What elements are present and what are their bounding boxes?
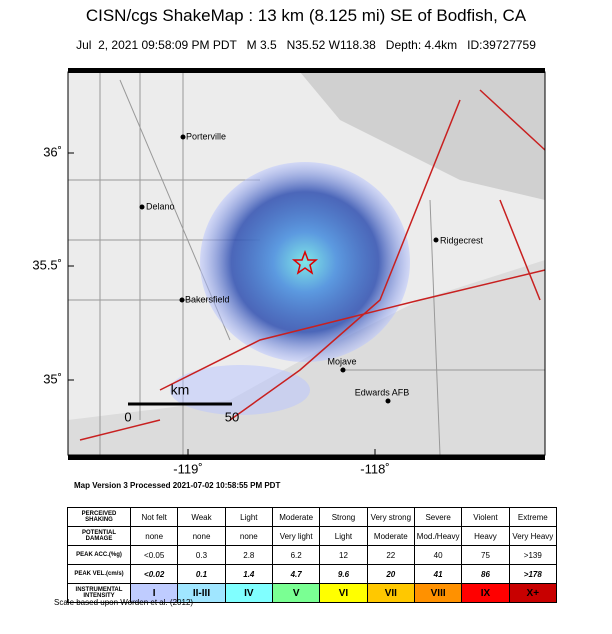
city-dot	[139, 204, 145, 210]
legend-cell: VIII	[413, 583, 463, 603]
row-header: PERCEIVED SHAKING	[67, 507, 131, 527]
legend-row: PERCEIVED SHAKING Not felt Weak Light Modera…	[67, 507, 558, 527]
legend-cell: none	[177, 526, 226, 546]
legend-cell: 0.1	[177, 564, 226, 584]
footnote: Scale based upon Worden et al. (2012)	[54, 598, 194, 607]
legend-cell: Extreme	[508, 507, 558, 527]
city-label: Ridgecrest	[440, 235, 484, 245]
map-frame	[68, 455, 545, 460]
legend-row: POTENTIAL DAMAGE none none none Very light Li…	[67, 526, 558, 546]
city-dot	[179, 297, 185, 303]
legend-cell: >178	[508, 564, 558, 584]
legend-cell: >139	[508, 545, 558, 565]
legend-cell: Moderate	[271, 507, 321, 527]
longitude-label: -118˚	[360, 461, 389, 476]
legend-cell: 40	[413, 545, 463, 565]
legend-cell: none	[129, 526, 179, 546]
legend-cell: VII	[366, 583, 415, 603]
row-header: PEAK ACC.(%g)	[67, 545, 131, 565]
legend-cell: Mod./Heavy	[413, 526, 463, 546]
epicenter	[291, 249, 319, 275]
processed-note: Map Version 3 Processed 2021-07-02 10:58…	[74, 481, 281, 490]
row-header: POTENTIAL DAMAGE	[67, 526, 131, 546]
city-label: Mojave	[327, 356, 356, 366]
city-label: Bakersfield	[185, 294, 230, 304]
scale-end: 50	[225, 409, 239, 424]
shaking-area	[170, 365, 310, 415]
terrain	[300, 72, 545, 200]
legend-cell: V	[271, 583, 321, 603]
legend-cell: <0.05	[129, 545, 179, 565]
row-header: INSTRUMENTAL INTENSITY	[67, 583, 131, 603]
legend-cell: 12	[319, 545, 368, 565]
legend-cell: 0.3	[177, 545, 226, 565]
legend-cell: Weak	[177, 507, 226, 527]
legend-cell: Very strong	[366, 507, 415, 527]
title: CISN/cgs ShakeMap : 13 km (8.125 mi) SE …	[85, 6, 527, 25]
legend-cell: Very light	[271, 526, 321, 546]
legend-cell: X+	[508, 583, 558, 603]
legend-cell: 2.8	[224, 545, 273, 565]
shaking-area	[200, 162, 410, 362]
roads	[68, 72, 545, 456]
legend-cell: 20	[366, 564, 415, 584]
map-frame	[68, 68, 545, 73]
legend-cell: none	[224, 526, 273, 546]
city-dot	[180, 134, 186, 140]
legend-cell: I	[129, 583, 179, 603]
intensity-legend: PERCEIVED SHAKING Not felt Weak Light Modera…	[67, 507, 558, 603]
legend-row: PEAK VEL.(cm/s) <0.02 0.1 1.4 4.7 9.6 20 41 86 >1…	[67, 564, 558, 584]
city-dot	[340, 367, 346, 373]
legend-cell: Severe	[413, 507, 463, 527]
map: km 0 50 36˚ 35.5˚ 35˚ -119˚ -118˚ Porterville…	[32, 68, 546, 476]
legend-cell: II-III	[177, 583, 226, 603]
legend-cell: IX	[461, 583, 510, 603]
latitude-label: 35.5˚	[32, 257, 62, 272]
scale-start: 0	[124, 409, 131, 424]
legend-cell: 6.2	[271, 545, 321, 565]
subtitle: Jul 2, 2021 09:58:09 PM PDT M 3.5 N35.52…	[76, 38, 536, 52]
legend-cell: Heavy	[461, 526, 510, 546]
city-dot	[385, 398, 391, 404]
legend-row: PEAK ACC.(%g) <0.05 0.3 2.8 6.2 12 22 40 75 >139	[67, 545, 558, 565]
city-label: Porterville	[186, 131, 226, 141]
legend-cell: Light	[224, 507, 273, 527]
legend-cell: Strong	[319, 507, 368, 527]
legend-cell: Very Heavy	[508, 526, 558, 546]
legend-cell: Moderate	[366, 526, 415, 546]
legend-cell: 41	[413, 564, 463, 584]
legend-cell: 86	[461, 564, 510, 584]
scale-unit: km	[171, 382, 190, 398]
legend-cell: 1.4	[224, 564, 273, 584]
latitude-label: 35˚	[43, 371, 62, 386]
legend-cell: IV	[224, 583, 273, 603]
legend-cell: 4.7	[271, 564, 321, 584]
legend-row: INSTRUMENTAL INTENSITY I II-III IV V VI VII VII…	[67, 583, 558, 603]
longitude-label: -119˚	[173, 461, 202, 476]
latitude-label: 36˚	[43, 144, 62, 159]
city-label: Edwards AFB	[355, 387, 410, 397]
legend-cell: VI	[319, 583, 368, 603]
legend-cell: Light	[319, 526, 368, 546]
faults	[79, 89, 546, 441]
legend-cell: 22	[366, 545, 415, 565]
row-header: PEAK VEL.(cm/s)	[67, 564, 131, 584]
city-label: Delano	[146, 201, 175, 211]
city-dot	[433, 237, 439, 243]
legend-cell: <0.02	[129, 564, 179, 584]
legend-cell: Not felt	[129, 507, 179, 527]
legend-cell: 9.6	[319, 564, 368, 584]
legend-cell: 75	[461, 545, 510, 565]
legend-cell: Violent	[461, 507, 510, 527]
